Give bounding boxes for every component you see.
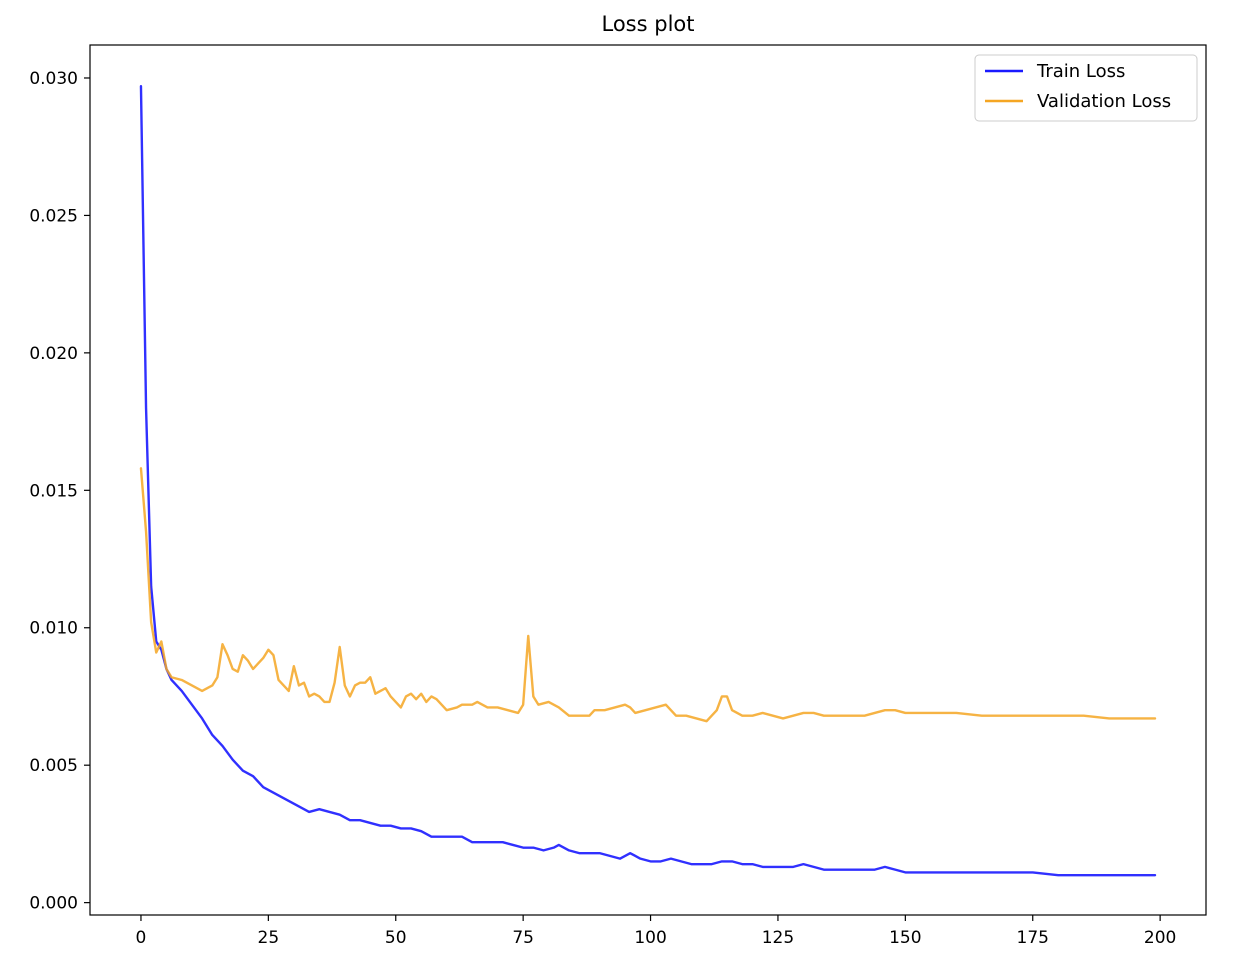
- y-tick-label: 0.030: [29, 69, 78, 89]
- y-tick-label: 0.015: [29, 481, 78, 501]
- x-tick-label: 200: [1144, 928, 1176, 948]
- x-tick-label: 125: [762, 928, 794, 948]
- x-tick-label: 0: [136, 928, 147, 948]
- x-tick-label: 150: [889, 928, 921, 948]
- y-axis: 0.000 0.005 0.010 0.015 0.020 0.025 0.030: [29, 69, 90, 914]
- y-tick-label: 0.010: [29, 619, 78, 639]
- chart-title: Loss plot: [602, 12, 695, 36]
- series-line-validation-loss: [139, 467, 1157, 723]
- x-tick-label: 50: [385, 928, 407, 948]
- legend: Train Loss Validation Loss: [974, 54, 1198, 122]
- y-tick-label: 0.020: [29, 344, 78, 364]
- x-tick-label: 25: [258, 928, 280, 948]
- y-tick-label: 0.005: [29, 756, 78, 776]
- y-tick-label: 0.025: [29, 206, 78, 226]
- legend-label: Train Loss: [1036, 61, 1125, 82]
- plot-area: [139, 85, 1157, 877]
- x-tick-label: 100: [634, 928, 666, 948]
- y-tick-label: 0.000: [29, 894, 78, 914]
- x-axis: 0 25 50 75 100 125 150 175 200: [136, 915, 1176, 948]
- series-line-train-loss: [139, 85, 1157, 877]
- x-tick-label: 75: [512, 928, 534, 948]
- legend-label: Validation Loss: [1037, 91, 1171, 112]
- plot-frame: [89, 44, 1207, 916]
- x-tick-label: 175: [1017, 928, 1049, 948]
- legend-box: [974, 54, 1198, 122]
